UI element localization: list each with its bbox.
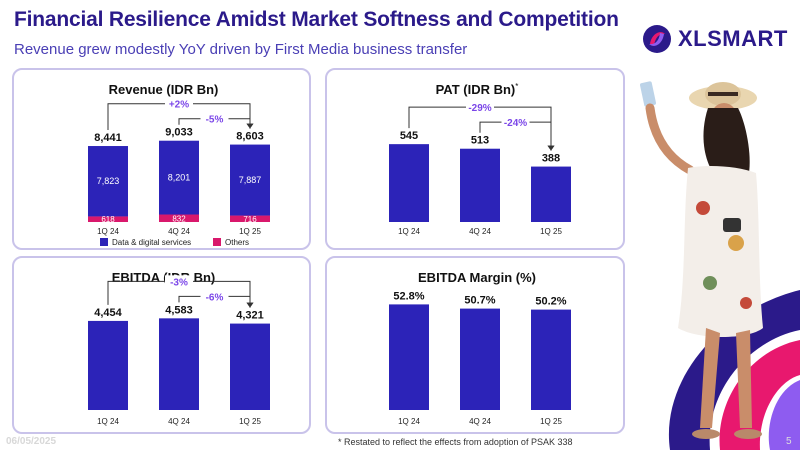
chart-title: EBITDA Margin (%)	[418, 270, 536, 285]
category-label: 1Q 24	[97, 417, 119, 426]
category-label: 1Q 25	[239, 417, 261, 426]
bar-value-label: 50.2%	[535, 296, 566, 308]
ebitda-panel: EBITDA (IDR Bn) 4,454 1Q 24 4,583 4Q 24 4,321…	[12, 256, 311, 434]
bar-value-label: 4,454	[94, 307, 122, 319]
chart-title: PAT (IDR Bn)*	[436, 82, 519, 97]
chart-title: Revenue (IDR Bn)	[109, 82, 219, 97]
legend-label-data: Data & digital services	[112, 238, 191, 247]
bar-value-label: 50.7%	[464, 295, 495, 307]
bar-value-label: 4,583	[165, 304, 193, 316]
category-label: 4Q 24	[168, 227, 190, 236]
data-value-label: 7,823	[97, 176, 120, 186]
bar	[88, 320, 128, 410]
bar-value-label: 545	[400, 130, 418, 142]
slide-date: 06/05/2025	[6, 436, 57, 447]
comparison-arrowhead	[246, 302, 254, 308]
others-value-label: 618	[101, 215, 115, 224]
page-title: Financial Resilience Amidst Market Softn…	[14, 8, 619, 31]
person-selfie-image	[640, 81, 763, 439]
comparison-label: -29%	[468, 103, 491, 114]
bar	[389, 144, 429, 222]
comparison-label: -6%	[206, 292, 224, 303]
pat-chart: PAT (IDR Bn)* 545 1Q 24 513 4Q 24 388 1Q 25 -29…	[389, 82, 571, 236]
comparison-label-bg	[200, 290, 229, 303]
comparison-label: -24%	[504, 118, 527, 129]
comparison-label-bg	[200, 112, 229, 125]
bar-others-segment	[88, 216, 128, 222]
category-label: 1Q 24	[398, 227, 420, 236]
total-value-label: 8,603	[236, 131, 264, 143]
bar-others-segment	[230, 215, 270, 222]
bar	[159, 318, 199, 410]
bar-value-label: 4,321	[236, 310, 264, 322]
ebitda-margin-panel: EBITDA Margin (%) 52.8% 1Q 24 50.7% 4Q 24 50.…	[325, 256, 625, 434]
chart-title: EBITDA (IDR Bn)	[112, 270, 216, 285]
total-value-label: 8,441	[94, 132, 122, 144]
revenue-chart: Revenue (IDR Bn) 618 7,823 8,441 1Q 24 832 8,2…	[88, 82, 270, 247]
comparison-label-bg	[501, 116, 530, 129]
bar-value-label: 52.8%	[393, 290, 424, 302]
comparison-label-bg	[466, 101, 494, 114]
category-label: 4Q 24	[469, 417, 491, 426]
bar-value-label: 388	[542, 153, 560, 165]
xlsmart-logo-icon	[643, 25, 671, 53]
bar	[460, 308, 500, 410]
others-value-label: 716	[243, 215, 257, 224]
comparison-label-bg	[165, 97, 193, 110]
category-label: 1Q 25	[239, 227, 261, 236]
bar-others-segment	[159, 214, 199, 222]
bar-data-segment	[88, 146, 128, 217]
bar-data-segment	[230, 144, 270, 216]
category-label: 4Q 24	[168, 417, 190, 426]
bar	[460, 148, 500, 222]
comparison-label: -3%	[170, 277, 188, 288]
legend-swatch-others	[213, 238, 221, 246]
pat-panel: PAT (IDR Bn)* 545 1Q 24 513 4Q 24 388 1Q 25 -29…	[325, 68, 625, 250]
bar	[230, 323, 270, 410]
legend-swatch-data	[100, 238, 108, 246]
page-number: 5	[786, 436, 792, 447]
bar	[389, 304, 429, 410]
chart-title-mark: *	[515, 82, 518, 91]
data-value-label: 8,201	[168, 173, 191, 183]
category-label: 1Q 24	[398, 417, 420, 426]
category-label: 1Q 24	[97, 227, 119, 236]
footnote: * Restated to reflect the effects from a…	[338, 437, 573, 447]
category-label: 1Q 25	[540, 417, 562, 426]
comparison-arrowhead	[547, 145, 555, 151]
category-label: 1Q 25	[540, 227, 562, 236]
ebitda-margin-chart: EBITDA Margin (%) 52.8% 1Q 24 50.7% 4Q 24 50.…	[389, 270, 571, 426]
comparison-label: +2%	[169, 100, 189, 111]
legend-label-others: Others	[225, 238, 249, 247]
logo-text: XLSMART	[678, 26, 788, 51]
brand-logo: XLSMART	[642, 24, 792, 54]
total-value-label: 9,033	[165, 127, 193, 139]
comparison-label: -5%	[206, 115, 224, 126]
category-label: 4Q 24	[469, 227, 491, 236]
bar-value-label: 513	[471, 135, 489, 147]
others-value-label: 832	[172, 214, 186, 223]
data-value-label: 7,887	[239, 175, 262, 185]
ebitda-chart: EBITDA (IDR Bn) 4,454 1Q 24 4,583 4Q 24 4,321…	[88, 270, 270, 426]
bar-data-segment	[159, 140, 199, 215]
bar	[531, 166, 571, 222]
page-subtitle: Revenue grew modestly YoY driven by Firs…	[14, 41, 468, 58]
revenue-panel: Revenue (IDR Bn) 618 7,823 8,441 1Q 24 832 8,2…	[12, 68, 311, 250]
comparison-label-bg	[165, 275, 193, 288]
comparison-arrowhead	[246, 123, 254, 129]
bar	[531, 309, 571, 410]
